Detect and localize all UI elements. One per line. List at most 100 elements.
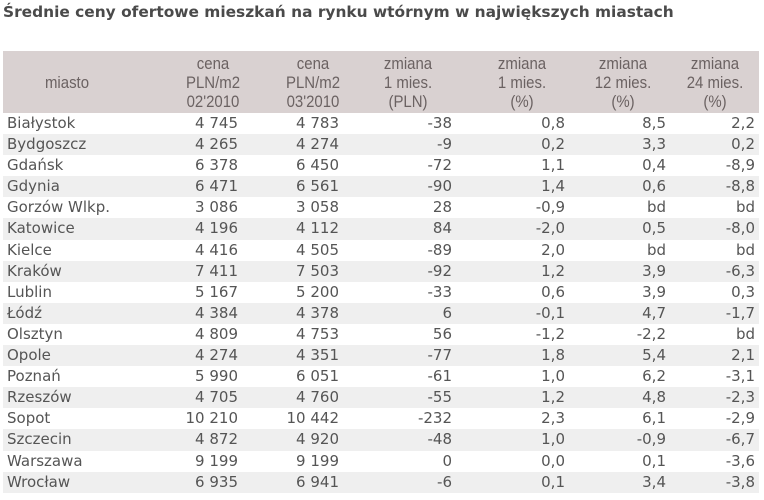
cell-change-1m-pln: 6 [442, 303, 452, 322]
table-row: Gdańsk 6 378 6 450 -72 1,1 0,4 -8,9 [3, 155, 759, 176]
cell-city: Rzeszów [7, 388, 72, 407]
cell-price-feb: 4 872 [195, 430, 238, 449]
cell-price-mar: 6 941 [296, 472, 339, 491]
cell-change-24m-pct: -3,8 [725, 472, 755, 491]
cell-price-feb: 4 265 [195, 135, 238, 154]
cell-price-feb: 6 935 [195, 472, 238, 491]
cell-price-feb: 10 210 [185, 409, 239, 428]
header-change-24m-pct: zmiana 24 mies. (%) [686, 54, 744, 111]
table-header: miasto cena PLN/m2 02'2010 cena PLN/m2 0… [3, 51, 759, 113]
cell-change-12m-pct: bd [646, 198, 666, 217]
cell-change-24m-pct: bd [735, 324, 755, 343]
cell-price-feb: 4 274 [195, 346, 238, 365]
cell-change-24m-pct: -8,9 [725, 156, 755, 175]
cell-change-24m-pct: -2,9 [725, 409, 755, 428]
table-row: Kraków 7 411 7 503 -92 1,2 3,9 -6,3 [3, 260, 759, 282]
cell-city: Olsztyn [7, 324, 63, 343]
cell-change-24m-pct: 2,1 [731, 346, 755, 365]
cell-change-12m-pct: 3,9 [642, 282, 666, 301]
cell-price-mar: 4 274 [296, 135, 339, 154]
cell-change-12m-pct: 0,1 [642, 451, 666, 470]
cell-price-mar: 6 051 [296, 367, 339, 386]
cell-city: Opole [7, 346, 51, 365]
header-change-1m-pct: zmiana 1 mies. (%) [497, 54, 547, 111]
cell-change-12m-pct: 8,5 [642, 114, 666, 132]
cell-price-mar: 4 760 [296, 388, 339, 407]
cell-change-1m-pct: 0,2 [541, 135, 565, 154]
table-row: Lublin 5 167 5 200 -33 0,6 3,9 0,3 [3, 282, 759, 303]
cell-change-1m-pln: -77 [427, 346, 453, 365]
cell-change-1m-pln: -55 [427, 388, 453, 407]
cell-change-1m-pct: 0,0 [541, 451, 565, 470]
cell-price-feb: 4 196 [195, 219, 238, 238]
cell-change-12m-pct: 0,4 [642, 156, 666, 175]
cell-change-1m-pct: -2,0 [535, 219, 565, 238]
cell-change-24m-pct: 0,2 [731, 135, 755, 154]
cell-price-mar: 6 450 [296, 156, 339, 175]
cell-price-feb: 4 416 [195, 240, 238, 259]
cell-change-24m-pct: -8,8 [725, 177, 755, 196]
cell-change-1m-pct: 0,8 [541, 114, 565, 132]
table-row: Szczecin 4 872 4 920 -48 1,0 -0,9 -6,7 [3, 429, 759, 451]
cell-city: Lublin [7, 282, 52, 301]
cell-price-mar: 4 783 [296, 114, 339, 132]
cell-change-1m-pct: 0,1 [541, 472, 565, 491]
cell-change-1m-pct: 1,2 [541, 261, 565, 280]
cell-city: Wrocław [7, 472, 71, 491]
cell-change-1m-pln: -48 [427, 430, 453, 449]
cell-change-1m-pct: -1,2 [535, 324, 565, 343]
cell-change-24m-pct: -6,7 [725, 430, 755, 449]
cell-change-12m-pct: 6,1 [642, 409, 666, 428]
cell-price-mar: 4 378 [296, 303, 339, 322]
cell-city: Gdańsk [7, 156, 64, 175]
cell-change-1m-pln: -38 [427, 114, 453, 132]
cell-price-mar: 10 442 [286, 409, 340, 428]
cell-price-mar: 4 505 [296, 240, 339, 259]
table-row: Gorzów Wlkp. 3 086 3 058 28 -0,9 bd bd [3, 197, 759, 218]
cell-city: Szczecin [7, 430, 72, 449]
cell-price-mar: 4 112 [296, 219, 339, 238]
cell-price-mar: 5 200 [296, 282, 339, 301]
cell-change-1m-pln: -61 [427, 367, 453, 386]
cell-city: Poznań [7, 367, 61, 386]
cell-change-1m-pct: 1,0 [541, 430, 565, 449]
cell-price-mar: 3 058 [296, 198, 339, 217]
cell-price-mar: 4 351 [296, 346, 339, 365]
cell-price-feb: 7 411 [195, 261, 238, 280]
cell-change-24m-pct: bd [735, 198, 755, 217]
cell-price-feb: 6 471 [195, 177, 238, 196]
table-row: Opole 4 274 4 351 -77 1,8 5,4 2,1 [3, 345, 759, 367]
cell-change-1m-pct: 1,8 [541, 346, 565, 365]
table-row: Kielce 4 416 4 505 -89 2,0 bd bd [3, 240, 759, 261]
cell-change-24m-pct: -3,6 [725, 451, 755, 470]
table-row: Warszawa 9 199 9 199 0 0,0 0,1 -3,6 [3, 451, 759, 472]
cell-change-1m-pct: 1,4 [541, 177, 565, 196]
table-row: Wrocław 6 935 6 941 -6 0,1 3,4 -3,8 [3, 471, 759, 493]
header-change-12m-pct: zmiana 12 mies. (%) [594, 54, 652, 111]
header-price-feb: cena PLN/m2 02'2010 [185, 54, 241, 111]
cell-price-feb: 3 086 [195, 198, 238, 217]
cell-change-12m-pct: 6,2 [642, 367, 666, 386]
cell-change-1m-pct: -0,9 [535, 198, 565, 217]
table-row: Sopot 10 210 10 442 -232 2,3 6,1 -2,9 [3, 408, 759, 429]
header-change-1m-pln: zmiana 1 mies. (PLN) [383, 54, 433, 111]
cell-price-feb: 4 809 [195, 324, 238, 343]
table-row: Katowice 4 196 4 112 84 -2,0 0,5 -8,0 [3, 218, 759, 240]
cell-change-1m-pct: 2,3 [541, 409, 565, 428]
cell-price-feb: 4 384 [195, 303, 238, 322]
table-row: Łódź 4 384 4 378 6 -0,1 4,7 -1,7 [3, 302, 759, 324]
cell-change-12m-pct: -0,9 [636, 430, 666, 449]
cell-city: Kielce [7, 240, 52, 259]
cell-change-12m-pct: bd [646, 240, 666, 259]
cell-price-feb: 4 705 [195, 388, 238, 407]
cell-price-feb: 6 378 [195, 156, 238, 175]
cell-city: Warszawa [7, 451, 83, 470]
header-city: miasto [44, 73, 90, 92]
cell-change-1m-pct: 2,0 [541, 240, 565, 259]
cell-change-1m-pln: -92 [427, 261, 453, 280]
table-title: Średnie ceny ofertowe mieszkań na rynku … [3, 3, 674, 21]
cell-change-24m-pct: -3,1 [725, 367, 755, 386]
cell-change-12m-pct: 4,8 [642, 388, 666, 407]
cell-price-mar: 7 503 [296, 261, 339, 280]
cell-change-12m-pct: 0,5 [642, 219, 666, 238]
